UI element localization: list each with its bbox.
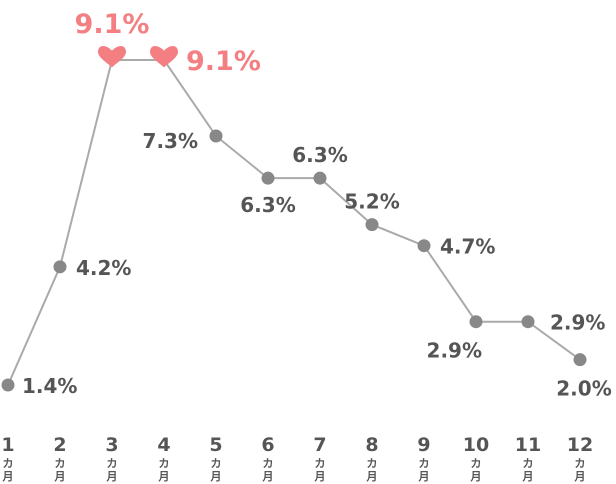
x-tick-unit: カ: [575, 457, 586, 470]
x-tick-unit: 月: [2, 470, 14, 483]
x-tick-unit: 月: [418, 470, 430, 483]
data-point: [53, 260, 67, 274]
x-tick-unit: 月: [314, 470, 326, 483]
x-tick-label: 4: [157, 434, 170, 456]
data-point: [261, 171, 275, 185]
x-tick-unit: カ: [471, 457, 482, 470]
x-tick-label: 6: [261, 434, 274, 456]
data-label: 5.2%: [344, 190, 399, 214]
x-tick-unit: カ: [263, 457, 274, 470]
data-label: 1.4%: [22, 374, 77, 398]
x-tick-label: 8: [365, 434, 378, 456]
data-label: 4.2%: [76, 256, 131, 280]
x-tick-unit: カ: [315, 457, 326, 470]
x-tick-unit: 月: [366, 470, 378, 483]
x-tick-unit: カ: [523, 457, 534, 470]
x-tick-label: 1: [1, 434, 14, 456]
data-label: 9.1%: [186, 46, 261, 77]
series-line: [7, 59, 581, 386]
data-label: 6.3%: [240, 193, 295, 217]
data-point: [313, 171, 327, 185]
x-tick-unit: 月: [54, 470, 66, 483]
x-tick-unit: カ: [211, 457, 222, 470]
x-tick-unit: 月: [470, 470, 482, 483]
data-label: 4.7%: [440, 235, 495, 259]
x-tick-label: 9: [417, 434, 430, 456]
x-tick-unit: 月: [158, 470, 170, 483]
data-label: 7.3%: [143, 129, 198, 153]
data-point: [209, 129, 223, 143]
data-point: [417, 239, 431, 253]
x-tick-label: 11: [515, 434, 541, 456]
x-tick-unit: 月: [522, 470, 534, 483]
heart-marker-icon: [98, 45, 126, 68]
x-tick-unit: カ: [419, 457, 430, 470]
data-point: [573, 353, 587, 367]
x-tick-label: 7: [313, 434, 326, 456]
data-label: 9.1%: [75, 9, 150, 40]
data-point: [469, 315, 483, 329]
data-labels: 1.4% 4.2% 9.1% 9.1% 7.3% 6.3% 6.3% 5.2% 4.7% 2.9%…: [22, 9, 612, 401]
data-label: 2.9%: [550, 311, 605, 335]
x-tick-unit: カ: [55, 457, 66, 470]
x-tick-unit: カ: [107, 457, 118, 470]
x-tick-label: 5: [209, 434, 222, 456]
x-tick-unit: カ: [3, 457, 14, 470]
x-tick-unit: 月: [210, 470, 222, 483]
heart-marker-icon: [150, 45, 178, 68]
x-tick-unit: 月: [262, 470, 274, 483]
data-label: 2.0%: [556, 377, 611, 401]
data-markers: [1, 45, 587, 392]
x-tick-unit: カ: [367, 457, 378, 470]
x-tick-label: 12: [567, 434, 593, 456]
x-tick-unit: カ: [159, 457, 170, 470]
data-label: 6.3%: [292, 143, 347, 167]
x-tick-label: 10: [463, 434, 489, 456]
x-tick-label: 2: [53, 434, 66, 456]
data-point: [1, 378, 15, 392]
data-point: [521, 315, 535, 329]
data-label: 2.9%: [427, 339, 482, 363]
x-tick-unit: 月: [574, 470, 586, 483]
x-tick-label: 3: [105, 434, 118, 456]
data-point: [365, 218, 379, 232]
x-tick-unit: 月: [106, 470, 118, 483]
